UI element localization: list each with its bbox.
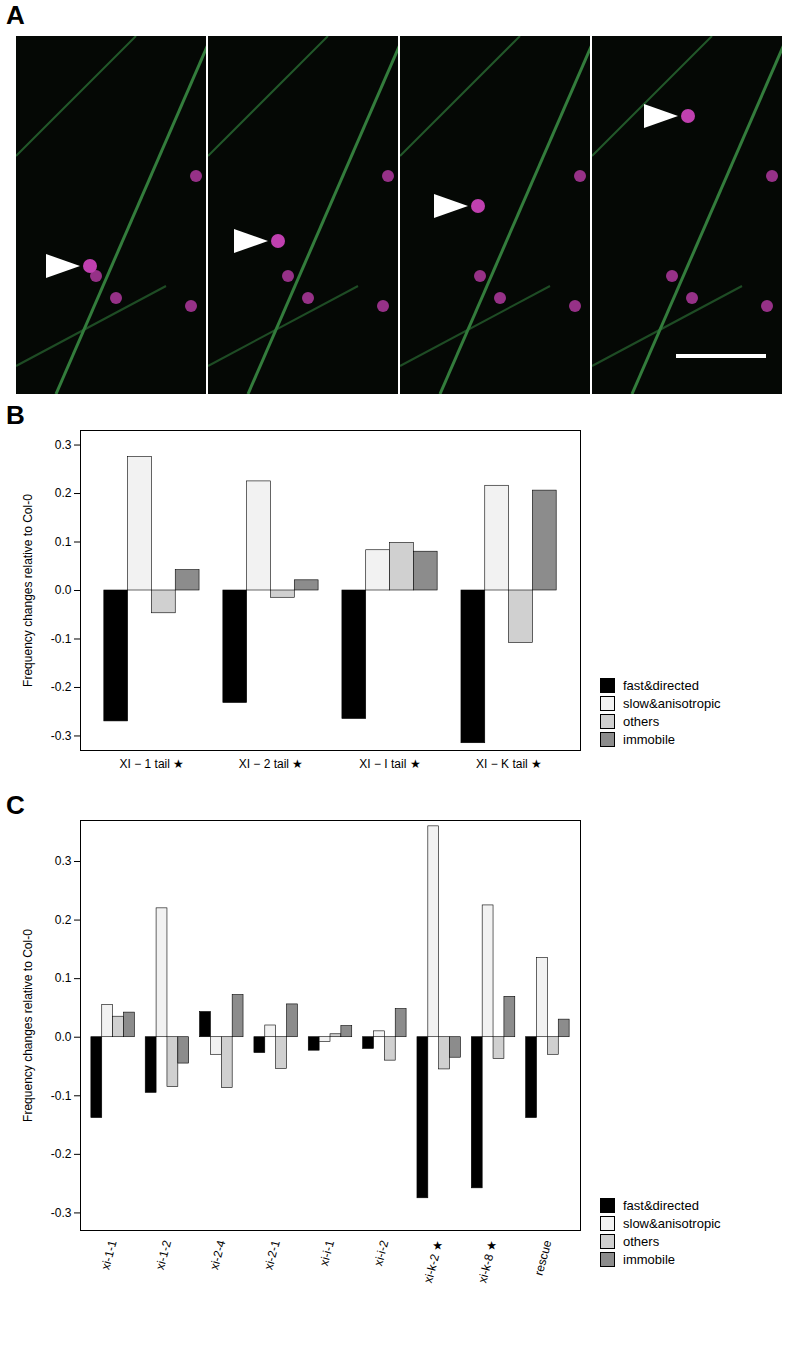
- html-text:fast&directed: fast&directed: [623, 1198, 699, 1213]
- svg-text:0.3: 0.3: [55, 854, 72, 868]
- svg-text:-0.3: -0.3: [51, 1206, 72, 1220]
- html-text:slow&anisotropic: slow&anisotropic: [623, 696, 721, 711]
- svg-text:-0.1: -0.1: [51, 1089, 72, 1103]
- svg-text:xi-2-1: xi-2-1: [261, 1238, 282, 1271]
- svg-text:xi-1-2: xi-1-2: [153, 1238, 174, 1271]
- svg-text:-0.2: -0.2: [51, 1147, 72, 1161]
- svg-text:-0.2: -0.2: [51, 680, 72, 694]
- html-text:others: others: [623, 1234, 660, 1249]
- html-text:B: B: [6, 400, 25, 430]
- svg-text:XI − K tail ★: XI − K tail ★: [476, 757, 542, 771]
- svg-text:Frequency changes relative to: Frequency changes relative to Col-0: [21, 494, 35, 687]
- svg-text:0.2: 0.2: [55, 913, 72, 927]
- html-text:fast&directed: fast&directed: [623, 678, 699, 693]
- svg-text:0.0: 0.0: [55, 583, 72, 597]
- svg-text:xi-k-8 ★: xi-k-8 ★: [475, 1239, 500, 1285]
- svg-text:0.3: 0.3: [55, 438, 72, 452]
- svg-text:0.0: 0.0: [55, 1030, 72, 1044]
- svg-text:0.2: 0.2: [55, 486, 72, 500]
- svg-text:rescue: rescue: [532, 1238, 555, 1277]
- html-text:C: C: [6, 790, 25, 820]
- svg-text:Frequency changes relative to: Frequency changes relative to Col-0: [21, 929, 35, 1122]
- svg-text:XI − I tail ★: XI − I tail ★: [359, 757, 420, 771]
- svg-text:xi-2-4: xi-2-4: [207, 1238, 228, 1271]
- html-text:immobile: immobile: [623, 1252, 675, 1267]
- svg-text:xi-i-1: xi-i-1: [317, 1238, 337, 1267]
- html-text:A: A: [6, 0, 25, 30]
- svg-text:xi-1-1: xi-1-1: [98, 1238, 119, 1271]
- svg-text:-0.3: -0.3: [51, 729, 72, 743]
- svg-text:XI − 1 tail ★: XI − 1 tail ★: [120, 757, 185, 771]
- svg-text:xi-i-2: xi-i-2: [371, 1238, 391, 1267]
- svg-text:-0.1: -0.1: [51, 632, 72, 646]
- html-text:slow&anisotropic: slow&anisotropic: [623, 1216, 721, 1231]
- svg-text:XI − 2 tail ★: XI − 2 tail ★: [239, 757, 304, 771]
- svg-text:0.1: 0.1: [55, 971, 72, 985]
- html-text:others: others: [623, 714, 660, 729]
- svg-text:0.1: 0.1: [55, 535, 72, 549]
- html-text:immobile: immobile: [623, 732, 675, 747]
- svg-text:xi-k-2 ★: xi-k-2 ★: [421, 1239, 446, 1285]
